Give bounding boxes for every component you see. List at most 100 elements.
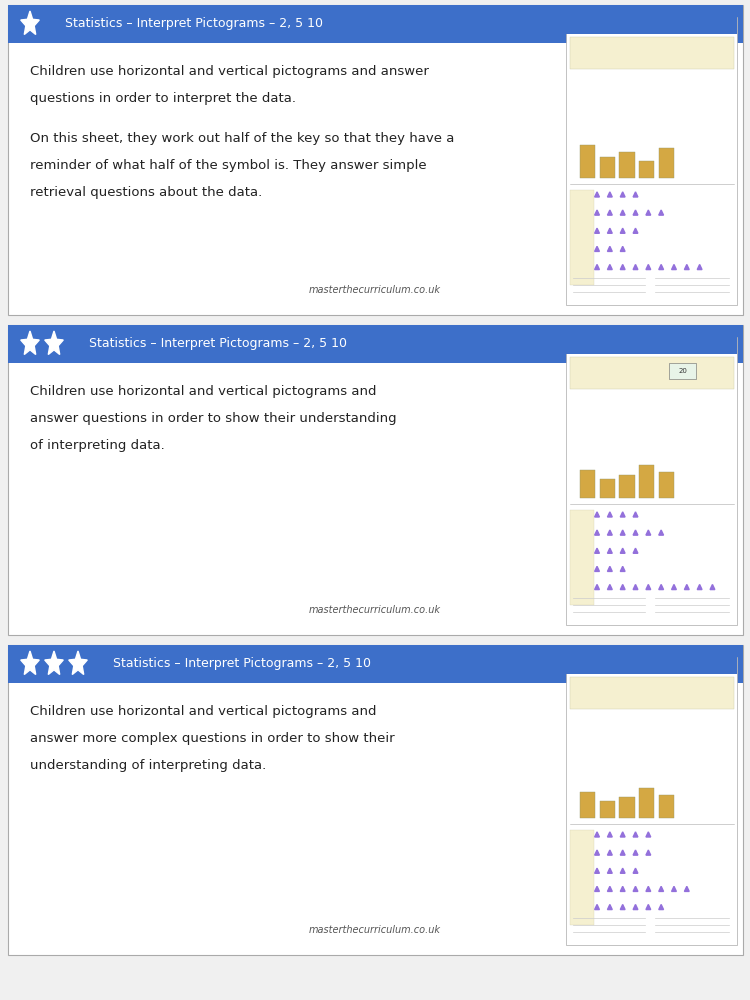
- Polygon shape: [620, 886, 625, 891]
- Polygon shape: [595, 832, 599, 837]
- FancyBboxPatch shape: [566, 17, 737, 305]
- Text: masterthecurriculum.co.uk: masterthecurriculum.co.uk: [309, 285, 441, 295]
- Polygon shape: [646, 832, 651, 837]
- Polygon shape: [595, 850, 599, 855]
- Polygon shape: [633, 832, 638, 837]
- Polygon shape: [595, 548, 599, 553]
- Text: On this sheet, they work out half of the key so that they have a: On this sheet, they work out half of the…: [30, 132, 454, 145]
- Polygon shape: [21, 331, 39, 355]
- Polygon shape: [595, 904, 599, 910]
- Polygon shape: [620, 264, 625, 270]
- FancyBboxPatch shape: [658, 148, 674, 178]
- Polygon shape: [620, 868, 625, 873]
- Polygon shape: [595, 246, 599, 251]
- Polygon shape: [685, 264, 689, 270]
- Polygon shape: [595, 566, 599, 571]
- Polygon shape: [595, 886, 599, 891]
- Polygon shape: [633, 548, 638, 553]
- Polygon shape: [620, 566, 625, 571]
- FancyBboxPatch shape: [566, 657, 737, 674]
- Polygon shape: [608, 512, 612, 517]
- Polygon shape: [671, 264, 676, 270]
- FancyBboxPatch shape: [566, 657, 737, 945]
- Polygon shape: [646, 886, 651, 891]
- Polygon shape: [608, 530, 612, 535]
- FancyBboxPatch shape: [8, 645, 742, 683]
- Polygon shape: [620, 904, 625, 910]
- FancyBboxPatch shape: [570, 510, 593, 605]
- Polygon shape: [633, 584, 638, 590]
- Polygon shape: [698, 584, 702, 590]
- Polygon shape: [633, 192, 638, 197]
- Polygon shape: [671, 584, 676, 590]
- Polygon shape: [608, 210, 612, 215]
- Polygon shape: [608, 584, 612, 590]
- FancyBboxPatch shape: [658, 795, 674, 818]
- Polygon shape: [45, 651, 63, 675]
- Polygon shape: [646, 530, 651, 535]
- Polygon shape: [595, 512, 599, 517]
- Polygon shape: [608, 850, 612, 855]
- Polygon shape: [21, 11, 39, 35]
- FancyBboxPatch shape: [570, 677, 734, 709]
- Polygon shape: [595, 210, 599, 215]
- Polygon shape: [608, 548, 612, 553]
- Polygon shape: [646, 210, 651, 215]
- Polygon shape: [658, 904, 664, 910]
- FancyBboxPatch shape: [566, 17, 737, 34]
- Polygon shape: [620, 246, 625, 251]
- Text: Statistics – Interpret Pictograms – 2, 5 10: Statistics – Interpret Pictograms – 2, 5…: [89, 338, 347, 351]
- Text: 3(R): 3(R): [702, 25, 735, 39]
- Text: Statistics – Interpret Pictograms – 2, 5 10: Statistics – Interpret Pictograms – 2, 5…: [113, 658, 371, 671]
- Text: understanding of interpreting data.: understanding of interpreting data.: [30, 759, 266, 772]
- FancyBboxPatch shape: [566, 337, 737, 625]
- Polygon shape: [595, 584, 599, 590]
- Polygon shape: [658, 584, 664, 590]
- Polygon shape: [608, 228, 612, 233]
- Polygon shape: [608, 904, 612, 910]
- FancyBboxPatch shape: [570, 830, 593, 925]
- Text: masterthecurriculum.co.uk: masterthecurriculum.co.uk: [309, 605, 441, 615]
- Polygon shape: [595, 228, 599, 233]
- Polygon shape: [620, 192, 625, 197]
- Polygon shape: [646, 264, 651, 270]
- Polygon shape: [608, 264, 612, 270]
- Polygon shape: [608, 246, 612, 251]
- FancyBboxPatch shape: [639, 161, 654, 178]
- FancyBboxPatch shape: [620, 152, 634, 178]
- Polygon shape: [45, 331, 63, 355]
- Polygon shape: [633, 264, 638, 270]
- FancyBboxPatch shape: [599, 801, 615, 818]
- Polygon shape: [658, 530, 664, 535]
- Text: Children use horizontal and vertical pictograms and: Children use horizontal and vertical pic…: [30, 705, 376, 718]
- Polygon shape: [685, 886, 689, 891]
- Polygon shape: [633, 868, 638, 873]
- Polygon shape: [698, 264, 702, 270]
- FancyBboxPatch shape: [8, 5, 742, 315]
- Polygon shape: [658, 886, 664, 891]
- Polygon shape: [633, 210, 638, 215]
- FancyBboxPatch shape: [658, 472, 674, 498]
- Polygon shape: [620, 548, 625, 553]
- Polygon shape: [620, 530, 625, 535]
- FancyBboxPatch shape: [580, 470, 596, 498]
- Polygon shape: [710, 584, 715, 590]
- FancyBboxPatch shape: [8, 5, 742, 43]
- FancyBboxPatch shape: [669, 363, 696, 379]
- Polygon shape: [69, 651, 87, 675]
- FancyBboxPatch shape: [580, 145, 596, 178]
- Polygon shape: [620, 210, 625, 215]
- Polygon shape: [646, 584, 651, 590]
- Polygon shape: [685, 584, 689, 590]
- Polygon shape: [658, 264, 664, 270]
- FancyBboxPatch shape: [580, 792, 596, 818]
- Polygon shape: [620, 850, 625, 855]
- FancyBboxPatch shape: [639, 465, 654, 498]
- Polygon shape: [620, 832, 625, 837]
- Text: Children use horizontal and vertical pictograms and answer: Children use horizontal and vertical pic…: [30, 65, 429, 78]
- FancyBboxPatch shape: [566, 337, 737, 354]
- Polygon shape: [595, 264, 599, 270]
- FancyBboxPatch shape: [620, 797, 634, 818]
- Polygon shape: [633, 886, 638, 891]
- Text: answer questions in order to show their understanding: answer questions in order to show their …: [30, 412, 397, 425]
